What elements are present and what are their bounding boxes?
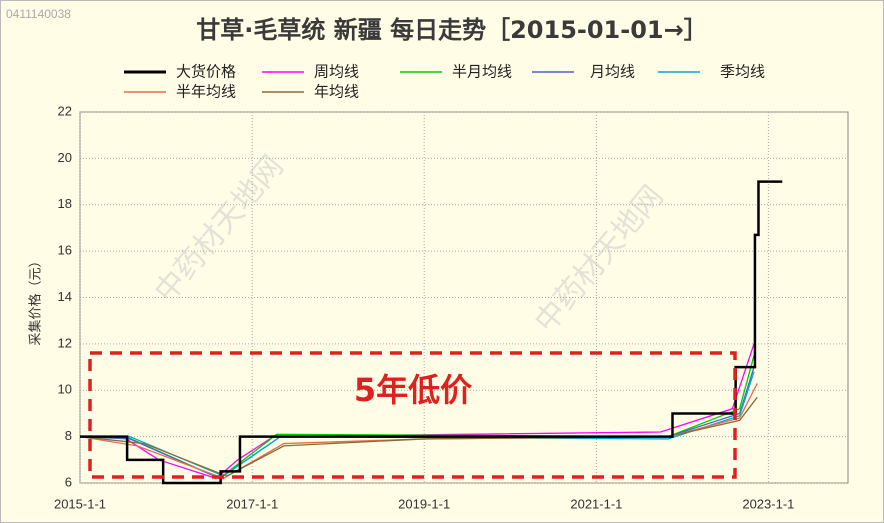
y-tick-label: 20 [58,150,72,165]
series-line [80,343,755,480]
y-tick-label: 10 [58,382,72,397]
y-tick-label: 18 [58,196,72,211]
x-tick-label: 2017-1-1 [226,496,278,511]
y-tick-label: 16 [58,243,72,258]
x-tick-label: 2023-1-1 [742,496,794,511]
legend-label: 季均线 [720,63,765,81]
id-text: 0411140038 [6,7,71,21]
y-tick-label: 12 [58,335,72,350]
chart-title: 甘草·毛草统 新疆 每日走势［2015-01-01→］ [196,16,707,44]
legend-label: 半月均线 [452,63,512,81]
highlight-box [88,351,737,479]
legend-label: 月均线 [590,63,635,81]
y-tick-label: 22 [58,103,72,118]
legend-label: 年均线 [314,83,359,101]
series-line [80,180,783,485]
y-tick-label: 6 [65,474,72,489]
series-line [79,396,758,477]
series-line [79,382,758,480]
y-tick-label: 14 [58,289,72,304]
legend-label: 周均线 [314,63,359,81]
x-tick-label: 2019-1-1 [398,496,450,511]
lines [79,180,783,485]
y-axis-label: 采集价格（元） [28,254,44,345]
legend-label: 大货价格 [176,63,236,81]
y-tick-label: 8 [65,428,72,443]
legend-label: 半年均线 [176,83,236,101]
annotation: 5年低价 [354,371,472,409]
x-tick-label: 2021-1-1 [570,496,622,511]
x-tick-label: 2015-1-1 [54,496,106,511]
